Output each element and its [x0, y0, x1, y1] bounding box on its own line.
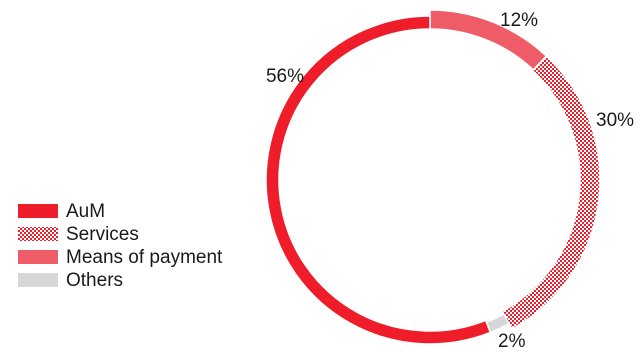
legend-swatch-aum — [18, 204, 58, 218]
legend-item-others: Others — [18, 270, 123, 291]
legend-item-aum: AuM — [18, 201, 105, 222]
legend-label-services: Services — [66, 224, 139, 245]
legend-label-aum: AuM — [66, 201, 105, 222]
legend-label-others: Others — [66, 270, 123, 291]
slice-services — [501, 55, 601, 330]
legend-swatch-others — [18, 273, 58, 287]
donut-slices — [265, 9, 601, 345]
legend-item-services: Services — [18, 224, 139, 245]
slice-label-aum: 56% — [266, 66, 304, 87]
slice-label-means-of-payment: 12% — [500, 10, 538, 31]
legend-swatch-means-of-payment — [18, 250, 58, 264]
slice-label-others: 2% — [498, 331, 526, 352]
slice-label-services: 30% — [596, 110, 634, 131]
slice-labels: 12% 30% 2% 56% — [266, 10, 634, 352]
slice-aum — [265, 15, 492, 345]
legend-label-means-of-payment: Means of payment — [66, 247, 223, 268]
legend-swatch-services — [18, 227, 58, 241]
legend-item-means-of-payment: Means of payment — [18, 247, 223, 268]
